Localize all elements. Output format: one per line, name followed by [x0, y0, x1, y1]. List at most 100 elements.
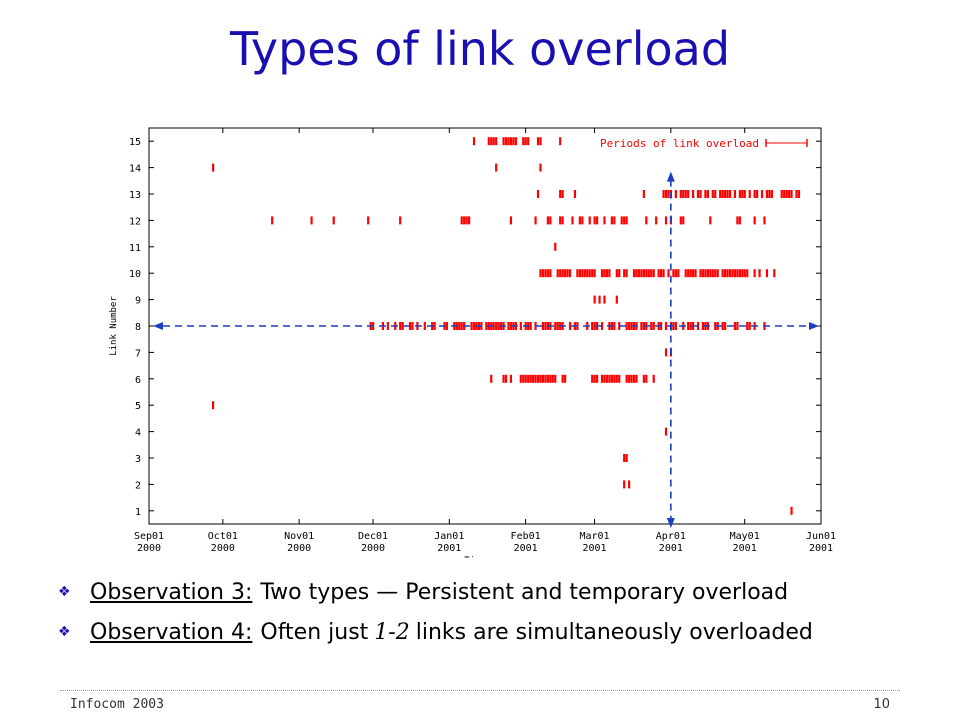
- overload-mark: [625, 454, 628, 462]
- overload-mark: [682, 216, 685, 225]
- overload-mark: [748, 190, 751, 198]
- overload-mark: [719, 190, 722, 198]
- y-tick-label: 14: [129, 164, 141, 175]
- overload-mark: [724, 322, 727, 330]
- overload-mark: [746, 322, 749, 330]
- slide-title: Types of link overload: [229, 22, 731, 76]
- overload-mark: [738, 269, 741, 278]
- overload-mark: [559, 216, 562, 225]
- overload-mark: [682, 190, 685, 198]
- overload-mark: [539, 269, 542, 278]
- overload-mark: [610, 216, 613, 225]
- overload-mark: [632, 269, 636, 278]
- overload-mark: [492, 137, 495, 146]
- overload-mark: [522, 137, 525, 146]
- overload-mark: [495, 137, 498, 146]
- overload-mark: [472, 137, 476, 146]
- overload-mark: [647, 269, 650, 278]
- overload-mark: [411, 322, 414, 330]
- overload-mark: [529, 322, 532, 330]
- x-tick-label: 2001: [582, 543, 606, 554]
- x-tick-label: 2001: [437, 543, 461, 554]
- overload-mark: [605, 269, 609, 278]
- overload-mark: [664, 427, 668, 436]
- overload-mark: [593, 295, 596, 304]
- overload-mark: [623, 269, 626, 278]
- overload-mark: [694, 269, 697, 278]
- overload-mark: [696, 190, 700, 198]
- overload-mark: [650, 269, 653, 278]
- overload-mark: [724, 269, 727, 278]
- overload-mark: [578, 216, 581, 225]
- overload-mark: [662, 190, 665, 198]
- observation-list: ❖ Observation 3: Two types — Persistent …: [58, 572, 938, 652]
- overload-mark: [603, 216, 606, 225]
- bullet-diamond-icon: ❖: [58, 624, 71, 640]
- overload-mark: [628, 322, 631, 330]
- overload-mark: [485, 322, 488, 330]
- overload-mark: [736, 216, 739, 225]
- overload-mark: [709, 269, 712, 278]
- overload-mark: [490, 374, 493, 383]
- overload-mark: [674, 269, 677, 278]
- overload-mark: [593, 216, 596, 225]
- overload-mark: [527, 374, 530, 383]
- overload-mark: [625, 374, 628, 383]
- overload-mark: [699, 190, 702, 198]
- overload-mark: [536, 374, 540, 383]
- overload-mark: [687, 322, 690, 330]
- overload-mark: [541, 374, 545, 383]
- overload-mark: [598, 295, 601, 304]
- overload-mark: [620, 216, 623, 225]
- overload-mark: [588, 269, 591, 278]
- overload-mark: [743, 269, 746, 278]
- overload-mark: [546, 216, 549, 225]
- overload-mark: [536, 190, 540, 198]
- y-tick-label: 6: [135, 375, 141, 386]
- y-tick-label: 15: [129, 137, 141, 148]
- overload-mark: [367, 216, 370, 225]
- overload-mark: [564, 269, 567, 278]
- overload-mark: [632, 374, 636, 383]
- observation-text-after: links are simultaneously overloaded: [415, 619, 813, 645]
- overload-mark: [689, 322, 692, 330]
- x-tick-label: 2001: [809, 543, 833, 554]
- overload-mark: [591, 269, 594, 278]
- observation-label: Observation 4:: [90, 619, 253, 645]
- overload-mark: [687, 190, 690, 198]
- overload-mark: [583, 269, 586, 278]
- overload-mark: [797, 190, 801, 198]
- overload-mark: [271, 216, 274, 225]
- overload-mark: [696, 322, 700, 330]
- overload-mark: [497, 322, 500, 330]
- observation-text: Two types — Persistent and temporary ove…: [260, 579, 789, 605]
- overload-mark: [714, 269, 717, 278]
- overload-mark: [753, 216, 756, 225]
- overload-mark: [724, 190, 727, 198]
- overload-mark: [709, 216, 712, 225]
- overload-mark: [625, 322, 628, 330]
- overload-mark: [618, 269, 621, 278]
- overload-mark: [509, 137, 513, 146]
- overload-mark: [692, 190, 695, 198]
- overload-mark: [645, 216, 648, 225]
- overload-mark: [465, 216, 468, 225]
- overload-mark: [728, 269, 732, 278]
- overload-chart: 123456789101112131415Sep012000Oct012000N…: [109, 127, 836, 558]
- y-tick-label: 13: [129, 190, 141, 201]
- overload-mark: [593, 269, 596, 278]
- overload-mark: [554, 374, 557, 383]
- overload-mark: [559, 137, 562, 146]
- overload-mark: [721, 269, 724, 278]
- overload-mark: [544, 322, 547, 330]
- overload-mark: [603, 269, 606, 278]
- overload-mark: [564, 374, 567, 383]
- overload-mark: [728, 190, 732, 198]
- overload-mark: [652, 322, 655, 330]
- overload-mark: [785, 190, 788, 198]
- y-tick-label: 7: [135, 348, 141, 359]
- overload-mark: [726, 190, 729, 198]
- overload-mark: [788, 190, 791, 198]
- overload-mark: [783, 190, 786, 198]
- bullet-diamond-icon: ❖: [58, 584, 71, 600]
